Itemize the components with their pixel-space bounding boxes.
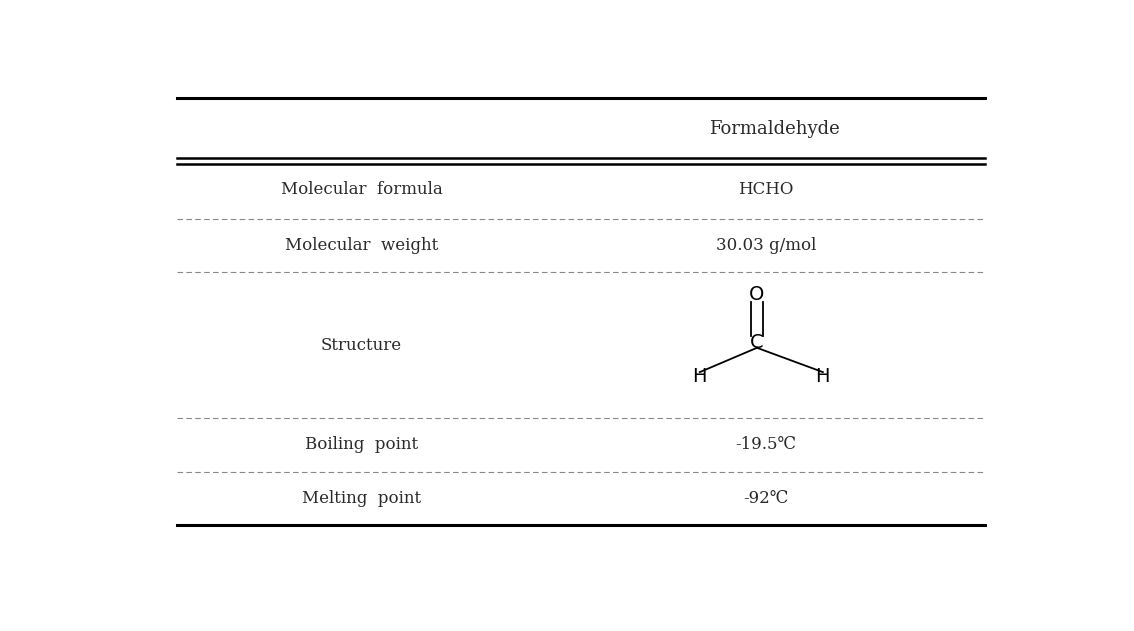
Text: -19.5℃: -19.5℃ (735, 437, 796, 454)
Text: Melting  point: Melting point (302, 490, 421, 507)
Text: O: O (750, 285, 764, 304)
Text: Molecular  weight: Molecular weight (285, 237, 438, 254)
Text: 30.03 g/mol: 30.03 g/mol (716, 237, 816, 254)
Text: HCHO: HCHO (738, 181, 794, 198)
Text: Molecular  formula: Molecular formula (280, 181, 442, 198)
Text: -92℃: -92℃ (743, 490, 788, 507)
Text: C: C (750, 333, 764, 353)
Text: H: H (815, 367, 830, 386)
Text: Structure: Structure (321, 337, 403, 354)
Text: Formaldehyde: Formaldehyde (709, 120, 840, 138)
Text: H: H (693, 367, 708, 386)
Text: Boiling  point: Boiling point (305, 437, 418, 454)
